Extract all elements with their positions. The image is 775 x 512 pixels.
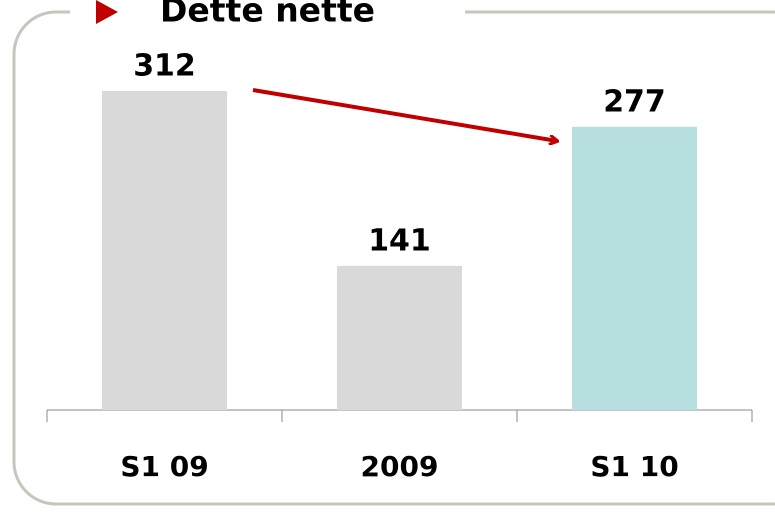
value-label: 141 [368,223,431,258]
x-tick-label: S1 09 [120,450,208,483]
trend-arrow [252,88,557,141]
x-tick-label: 2009 [361,450,439,483]
title-bullet [96,0,118,24]
bar [337,265,462,410]
x-tick-label: S1 10 [590,450,678,483]
bar [102,91,227,410]
value-label: 312 [133,49,196,84]
chart-title: Dette nette [160,0,375,30]
title-backdrop [70,0,465,26]
value-label: 277 [603,84,666,119]
bar [572,126,697,411]
